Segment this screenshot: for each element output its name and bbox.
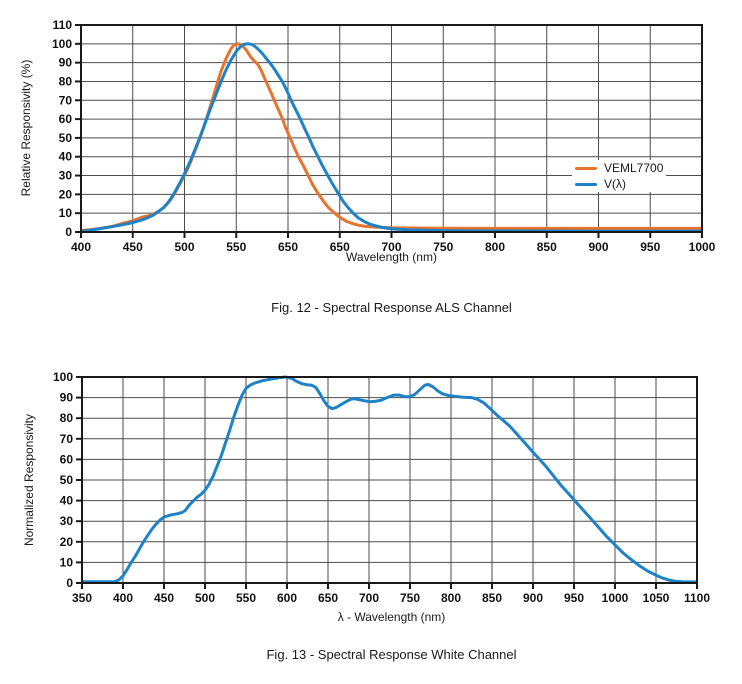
legend-item-v-lambda: V(λ) [572,176,667,192]
svg-text:800: 800 [485,240,505,254]
svg-text:500: 500 [195,591,215,605]
svg-text:650: 650 [330,240,350,254]
svg-text:80: 80 [60,411,74,425]
legend-item-veml7700: VEML7700 [572,160,667,176]
svg-text:950: 950 [564,591,584,605]
svg-text:850: 850 [537,240,557,254]
svg-text:700: 700 [381,240,401,254]
v-lambda-line-swatch [575,182,597,186]
svg-text:20: 20 [59,187,73,201]
white-figure-caption: Fig. 13 - Spectral Response White Channe… [266,647,517,662]
svg-text:700: 700 [359,591,379,605]
legend-label-v-lambda: V(λ) [604,177,626,191]
svg-text:450: 450 [154,591,174,605]
svg-text:0: 0 [66,576,73,590]
svg-text:50: 50 [60,473,74,487]
svg-text:0: 0 [65,225,72,239]
svg-text:100: 100 [52,37,72,51]
white-x-axis-title: λ - Wavelength (nm) [337,610,446,624]
svg-text:800: 800 [441,591,461,605]
svg-text:650: 650 [318,591,338,605]
svg-text:1000: 1000 [689,240,716,254]
svg-text:40: 40 [60,494,74,508]
svg-text:550: 550 [236,591,256,605]
svg-text:80: 80 [59,74,73,88]
svg-text:900: 900 [523,591,543,605]
als-legend: VEML7700 V(λ) [572,160,667,192]
svg-text:90: 90 [60,391,74,405]
svg-text:750: 750 [433,240,453,254]
white-y-axis-title: Normalized Responsivity [22,413,36,547]
svg-text:400: 400 [71,240,91,254]
svg-text:400: 400 [113,591,133,605]
svg-text:900: 900 [588,240,608,254]
white-chart-plot: 350 400 450 500 550 600 650 700 750 800 850 900 950 1… [53,370,710,605]
svg-text:10: 10 [59,206,73,220]
als-chart-plot: 400 450 500 550 650 650 700 750 800 850 900 950 1000… [52,18,716,254]
svg-text:450: 450 [123,240,143,254]
svg-text:750: 750 [400,591,420,605]
svg-text:550: 550 [226,240,246,254]
svg-text:650: 650 [278,240,298,254]
svg-text:1000: 1000 [602,591,629,605]
figure-white-spectral-response: 350 400 450 500 550 600 650 700 750 800 850 900 950 1… [0,350,742,684]
svg-text:1050: 1050 [643,591,670,605]
svg-text:20: 20 [60,535,74,549]
als-y-axis-title: Relative Responsivity (%) [19,59,33,197]
svg-text:70: 70 [59,93,73,107]
figure-als-spectral-response: 400 450 500 550 650 650 700 750 800 850 900 950 1000… [0,0,742,340]
svg-text:60: 60 [59,112,73,126]
svg-text:10: 10 [60,555,74,569]
svg-text:50: 50 [59,131,73,145]
svg-text:600: 600 [277,591,297,605]
svg-text:30: 30 [59,169,73,183]
svg-text:350: 350 [72,591,92,605]
svg-text:90: 90 [59,56,73,70]
svg-text:950: 950 [640,240,660,254]
svg-text:60: 60 [60,452,74,466]
veml7700-line-swatch [575,166,597,170]
svg-text:30: 30 [60,514,74,528]
svg-text:70: 70 [60,432,74,446]
svg-text:100: 100 [53,370,73,384]
svg-text:500: 500 [174,240,194,254]
svg-text:40: 40 [59,150,73,164]
svg-text:1100: 1100 [684,591,710,605]
svg-text:850: 850 [482,591,502,605]
legend-label-veml7700: VEML7700 [604,161,664,175]
als-figure-caption: Fig. 12 - Spectral Response ALS Channel [271,300,512,315]
als-x-axis-title: Wavelength (nm) [346,250,437,264]
svg-text:110: 110 [53,18,73,32]
